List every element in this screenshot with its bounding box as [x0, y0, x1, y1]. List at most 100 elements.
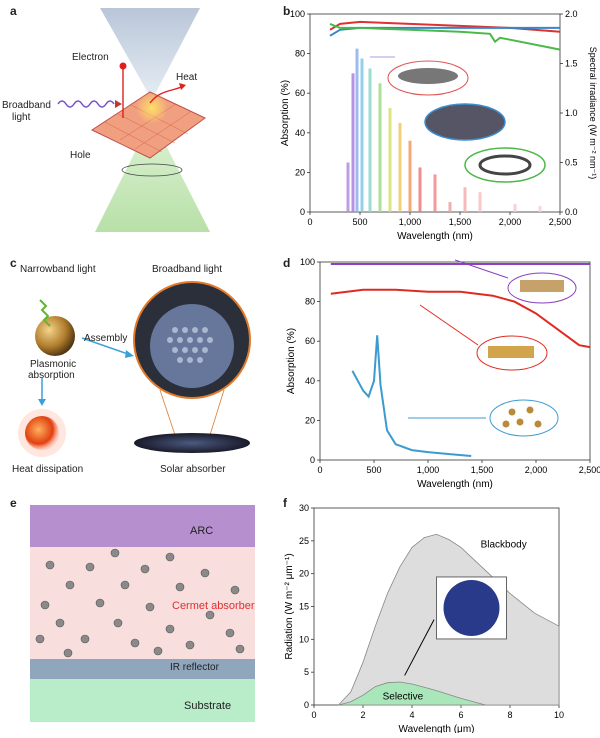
- inset-pointer-line: [454, 259, 509, 279]
- plasmonic-assembly-illustration: [18, 281, 251, 457]
- inset-middle-body: [488, 346, 534, 358]
- y-tick-label: 0: [300, 207, 305, 217]
- panel-f: 0 2 4 6 8 10 0 5 10 15 20 25 30 Wavelength (μm) Radiat…: [280, 500, 600, 735]
- inset-bottom: [489, 399, 559, 437]
- x-tick-label: 0: [317, 465, 322, 475]
- x-tick-label: 2,500: [579, 465, 600, 475]
- y-tick-label: 60: [295, 88, 305, 98]
- hole-label: Hole: [70, 150, 91, 161]
- x-axis-label: Wavelength (μm): [399, 724, 475, 733]
- cermet-particle: [95, 598, 105, 608]
- panel-label-a: a: [10, 4, 17, 18]
- inset-absorber-disk: [443, 579, 500, 636]
- cermet-particle: [113, 618, 123, 628]
- x-tick-label: 2,500: [549, 217, 572, 227]
- cermet-label: Cermet absorber: [172, 600, 255, 612]
- panel-label-e: e: [10, 496, 17, 510]
- y-axis-label: Absorption (%): [286, 328, 297, 394]
- x-tick-label: 1,000: [417, 465, 440, 475]
- area-series-2: [338, 681, 486, 706]
- x-tick-label: 0: [307, 217, 312, 227]
- solar-absorber-disk: [134, 433, 250, 453]
- cermet-particle: [175, 582, 185, 592]
- x-tick-label: 10: [554, 710, 564, 720]
- y-tick-label: 30: [299, 503, 309, 513]
- hole-ring: [121, 163, 183, 177]
- x-tick-label: 0: [311, 710, 316, 720]
- cermet-particle: [145, 602, 155, 612]
- cermet-particle: [120, 580, 130, 590]
- x-tick-label: 4: [409, 710, 414, 720]
- x-axis-label: Wavelength (nm): [397, 231, 473, 242]
- graphene-sheet: [90, 91, 206, 159]
- inset-nanowire: [424, 103, 506, 141]
- cermet-particle: [185, 640, 195, 650]
- valence-cone: [95, 118, 210, 232]
- cermet-particle: [65, 580, 75, 590]
- inset-pointer-line: [404, 619, 435, 676]
- x-tick-label: 1,000: [399, 217, 422, 227]
- panel-d: 0 500 1,000 1,500 2,000 2,500 0 20 40 60 80 100 Wave…: [280, 250, 600, 490]
- nanoparticle-dot: [526, 406, 534, 414]
- y-tick-label: 80: [295, 49, 305, 59]
- cermet-particle: [140, 564, 150, 574]
- absorption-chart-d: 0 500 1,000 1,500 2,000 2,500 0 20 40 60 80 100 Wave…: [286, 257, 600, 490]
- inset-honeycomb: [464, 147, 546, 183]
- panel-label-d: d: [283, 256, 291, 270]
- cermet-particle: [205, 610, 215, 620]
- substrate-layer: [30, 679, 255, 722]
- arc-label: ARC: [190, 525, 214, 537]
- absorption-series-3: [329, 22, 561, 51]
- x-tick-label: 500: [352, 217, 367, 227]
- absorption-irradiance-chart: 0 500 1,000 1,500 2,000 2,500 0 20 40 60 80 100 Wave…: [280, 9, 598, 242]
- plasmonic-sphere: [35, 316, 75, 356]
- x-tick-label: 2: [360, 710, 365, 720]
- substrate-label: Substrate: [184, 700, 232, 712]
- narrowband-label: Narrowband light: [20, 264, 96, 275]
- panel-b: 0 500 1,000 1,500 2,000 2,500 0 20 40 60 80 100 Wave…: [280, 0, 600, 250]
- x-tick-label: 8: [507, 710, 512, 720]
- radiation-chart: 0 2 4 6 8 10 0 5 10 15 20 25 30 Wavelength (μm) Radiat…: [284, 503, 564, 735]
- heat-dissipation-label: Heat dissipation: [12, 464, 84, 475]
- ir-reflector-label: IR reflector: [170, 662, 219, 673]
- panel-c: Narrowband light Broadband light Assembl…: [0, 250, 280, 490]
- y-tick-label: 80: [305, 297, 315, 307]
- narrowband-wave-icon: [39, 299, 51, 327]
- panel-label-f: f: [283, 496, 287, 510]
- panel-label-c: c: [10, 256, 17, 270]
- arc-layer: [30, 505, 255, 547]
- absorption-series-3: [351, 335, 472, 457]
- excitation-glow: [136, 92, 168, 124]
- nanoparticle-dot: [502, 420, 510, 428]
- x-tick-label: 1,500: [449, 217, 472, 227]
- cermet-particle: [235, 644, 245, 654]
- cermet-particle: [225, 628, 235, 638]
- x-tick-label: 1,500: [471, 465, 494, 475]
- electron-dot: [119, 62, 127, 70]
- y-tick-label: 60: [305, 336, 315, 346]
- assembly-label: Assembly: [84, 333, 128, 344]
- inset-porous-body: [398, 68, 458, 84]
- inset-pointer-line: [419, 304, 479, 346]
- y-tick-label: 10: [299, 634, 309, 644]
- cermet-particle: [165, 552, 175, 562]
- panel-a: Electron Heat Broadband light Hole: [0, 0, 270, 250]
- cermet-particle: [165, 624, 175, 634]
- conduction-cone: [100, 8, 200, 100]
- broadband-wave-icon: [57, 100, 115, 108]
- broadband-light-label: Broadband light: [152, 264, 223, 275]
- electron-hole-illustration: [57, 8, 210, 232]
- y-tick-label: 100: [300, 257, 315, 267]
- y-tick-label: 40: [295, 128, 305, 138]
- y-tick-label: 20: [305, 415, 315, 425]
- nanoparticle-dot: [516, 418, 524, 426]
- cermet-particle: [230, 585, 240, 595]
- y2-tick-label: 2.0: [565, 9, 578, 19]
- heat-label: Heat: [176, 72, 198, 83]
- cermet-particle: [200, 568, 210, 578]
- cermet-particle: [40, 600, 50, 610]
- cermet-particle: [130, 638, 140, 648]
- y-tick-label: 100: [290, 9, 305, 19]
- y-tick-label: 15: [299, 602, 309, 612]
- absorption-series-2: [330, 288, 591, 349]
